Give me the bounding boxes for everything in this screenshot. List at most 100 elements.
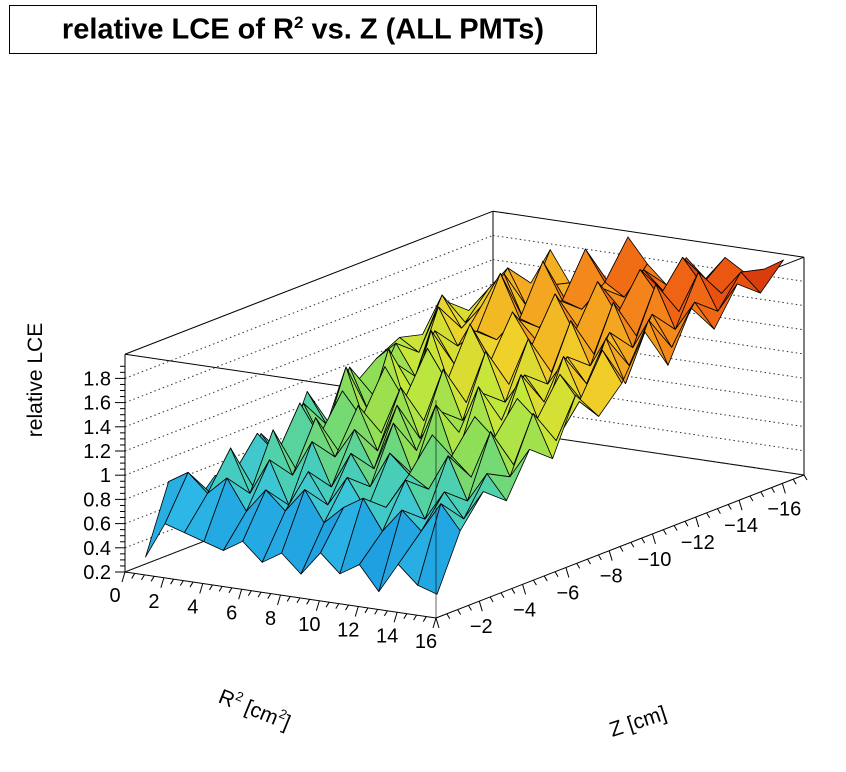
z-tick: [716, 508, 721, 514]
z-tick: [532, 579, 537, 586]
z-tick: [749, 495, 754, 502]
gridline: [492, 355, 805, 403]
z-tick: [695, 516, 700, 528]
y-tick-label: 1.6: [83, 393, 111, 415]
z-tick: [457, 609, 462, 615]
z-tick: [522, 584, 527, 595]
y-tick-label: 1.8: [83, 368, 111, 390]
gridline: [124, 234, 494, 379]
x-tick: [286, 596, 291, 602]
frame-edge: [124, 210, 494, 355]
x-tick: [315, 600, 320, 611]
z-tick-label: −14: [724, 515, 758, 537]
y-tick-label: 0.6: [83, 514, 111, 536]
z-tick: [511, 588, 516, 594]
gridline: [124, 283, 494, 428]
z-tick: [803, 474, 808, 481]
z-tick-label: −10: [638, 549, 672, 571]
chart-title: relative LCE of R2 vs. Z (ALL PMTs): [61, 12, 545, 46]
x-tick: [296, 597, 301, 604]
x-tick: [364, 607, 369, 614]
z-axis-label: Z [cm]: [607, 702, 670, 742]
z-tick: [554, 571, 559, 577]
gridline: [492, 307, 805, 355]
y-tick-label: 0.4: [83, 538, 111, 560]
x-tick-label: 6: [226, 602, 237, 624]
gridline: [492, 404, 805, 452]
z-tick: [468, 605, 472, 611]
x-tick: [335, 603, 340, 609]
surface-cell: [417, 503, 461, 595]
z-tick: [608, 550, 613, 561]
z-tick: [727, 504, 732, 510]
x-tick: [257, 591, 262, 598]
gridline: [492, 331, 805, 379]
z-tick: [651, 533, 656, 545]
z-tick: [673, 525, 678, 531]
x-tick: [228, 587, 233, 594]
z-tick: [500, 592, 505, 599]
z-tick: [738, 500, 743, 511]
z-tick: [760, 491, 765, 498]
x-tick: [413, 614, 417, 621]
x-tick: [393, 612, 398, 623]
z-tick-label: −8: [600, 566, 623, 588]
y-tick-label: 1.2: [83, 441, 111, 463]
x-tick-label: 0: [109, 585, 120, 607]
x-tick: [306, 599, 311, 605]
z-tick: [565, 567, 570, 578]
y-tick-label: 1.4: [83, 417, 111, 439]
x-tick: [374, 609, 379, 615]
x-tick: [325, 601, 330, 608]
z-tick-label: −6: [556, 583, 579, 605]
chart-title-box: relative LCE of R2 vs. Z (ALL PMTs): [9, 5, 597, 54]
y-axis-label: relative LCE: [24, 323, 47, 437]
z-tick: [771, 487, 775, 493]
x-tick-label: 10: [298, 614, 320, 636]
z-tick: [781, 483, 786, 494]
x-tick: [179, 580, 184, 586]
x-tick: [247, 590, 252, 596]
gridline: [124, 259, 494, 404]
z-tick-label: −12: [681, 532, 715, 554]
z-tick: [543, 575, 548, 582]
x-tick: [238, 589, 243, 600]
gridline: [492, 380, 805, 428]
z-tick-label: −16: [767, 498, 801, 520]
x-tick: [170, 578, 175, 585]
x-tick-label: 14: [376, 625, 398, 647]
z-tick: [597, 554, 602, 561]
x-tick: [277, 594, 281, 606]
y-tick-label: 0.8: [83, 489, 111, 511]
x-tick: [141, 574, 145, 581]
x-tick: [131, 573, 136, 579]
z-tick: [641, 537, 646, 544]
x-tick-label: 16: [415, 631, 437, 653]
x-axis-label: R2 [cm2]: [215, 682, 294, 734]
gridline: [492, 428, 805, 476]
z-tick: [662, 529, 667, 535]
x-axis-ticks: 0 2 4 6 8 10 12 14 16: [109, 571, 437, 653]
y-tick-label: 0.2: [83, 562, 111, 584]
x-tick: [422, 616, 427, 622]
z-tick: [630, 542, 635, 548]
x-tick: [383, 610, 388, 617]
gridline: [492, 283, 805, 331]
z-tick: [619, 546, 624, 552]
gridline: [492, 259, 805, 307]
surface-plot: [145, 236, 784, 595]
x-tick-label: 4: [187, 597, 198, 619]
y-tick-label: 1: [100, 465, 111, 487]
x-tick: [121, 571, 126, 583]
x-tick: [189, 581, 194, 588]
z-tick: [792, 478, 797, 485]
x-tick-label: 8: [265, 608, 276, 630]
x-tick: [160, 577, 165, 588]
z-tick: [446, 613, 451, 620]
z-tick-label: −2: [470, 616, 493, 638]
x-tick: [354, 606, 359, 617]
x-tick: [150, 576, 155, 582]
x-tick: [267, 593, 272, 599]
frame-edge: [492, 210, 805, 258]
